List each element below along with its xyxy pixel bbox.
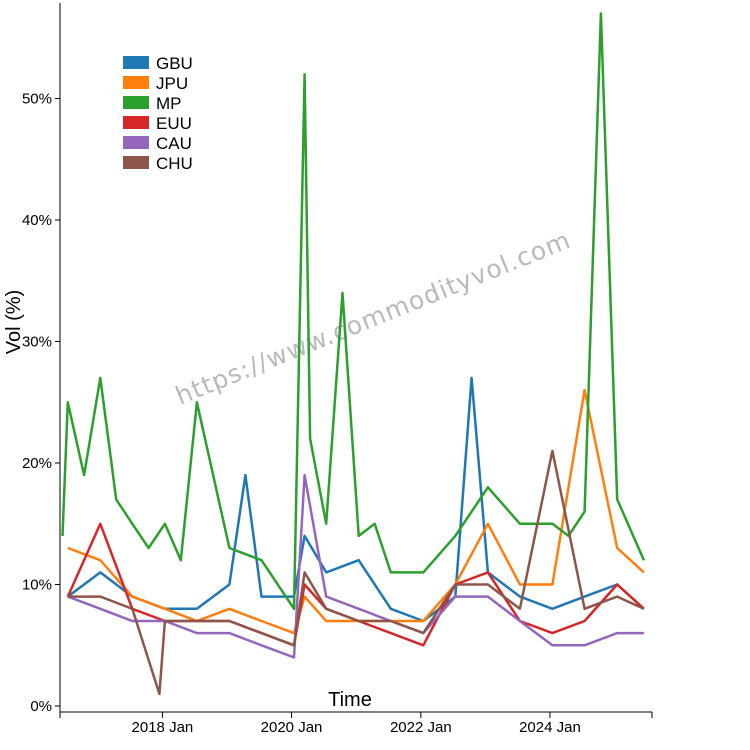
series-line-chu: [67, 449, 645, 696]
legend-swatch-jpu: [123, 76, 149, 89]
axes: [59, 3, 652, 713]
series-line-cau: [67, 473, 644, 659]
legend-label-gbu: GBU: [156, 54, 193, 73]
legend-label-euu: EUU: [156, 114, 192, 133]
x-tick-label: 2022 Jan: [390, 719, 452, 736]
legend-swatch-mp: [123, 96, 149, 109]
y-tick-label: 20%: [22, 455, 52, 472]
legend-swatch-gbu: [123, 56, 149, 69]
x-tick-label: 2024 Jan: [519, 719, 581, 736]
series-line-euu: [66, 522, 645, 647]
x-tick-label: 2020 Jan: [261, 719, 323, 736]
x-axis-title: Time: [328, 689, 372, 711]
y-axis-ticks: 0% 10% 20% 30% 40% 50%: [22, 91, 60, 715]
series-line-jpu: [67, 388, 645, 635]
y-axis-title: Vol (%): [3, 290, 25, 354]
legend-swatch-chu: [123, 156, 149, 169]
series-line-gbu: [67, 376, 645, 623]
legend-label-cau: CAU: [156, 134, 192, 153]
y-tick-label: 0%: [30, 698, 52, 715]
legend-label-chu: CHU: [156, 154, 193, 173]
y-tick-label: 50%: [22, 91, 52, 108]
y-tick-label: 30%: [22, 334, 52, 351]
watermark: https://www.commodityvol.com: [171, 225, 574, 411]
y-tick-label: 10%: [22, 577, 52, 594]
legend-label-jpu: JPU: [156, 74, 188, 93]
y-tick-label: 40%: [22, 212, 52, 229]
legend-label-mp: MP: [156, 94, 182, 113]
x-axis-ticks: 2018 Jan 2020 Jan 2022 Jan 2024 Jan: [59, 712, 653, 736]
x-tick-label: 2018 Jan: [132, 719, 194, 736]
series-lines: [61, 12, 646, 696]
series-line-mp: [61, 12, 646, 611]
legend-swatch-euu: [123, 116, 149, 129]
legend-swatch-cau: [123, 136, 149, 149]
